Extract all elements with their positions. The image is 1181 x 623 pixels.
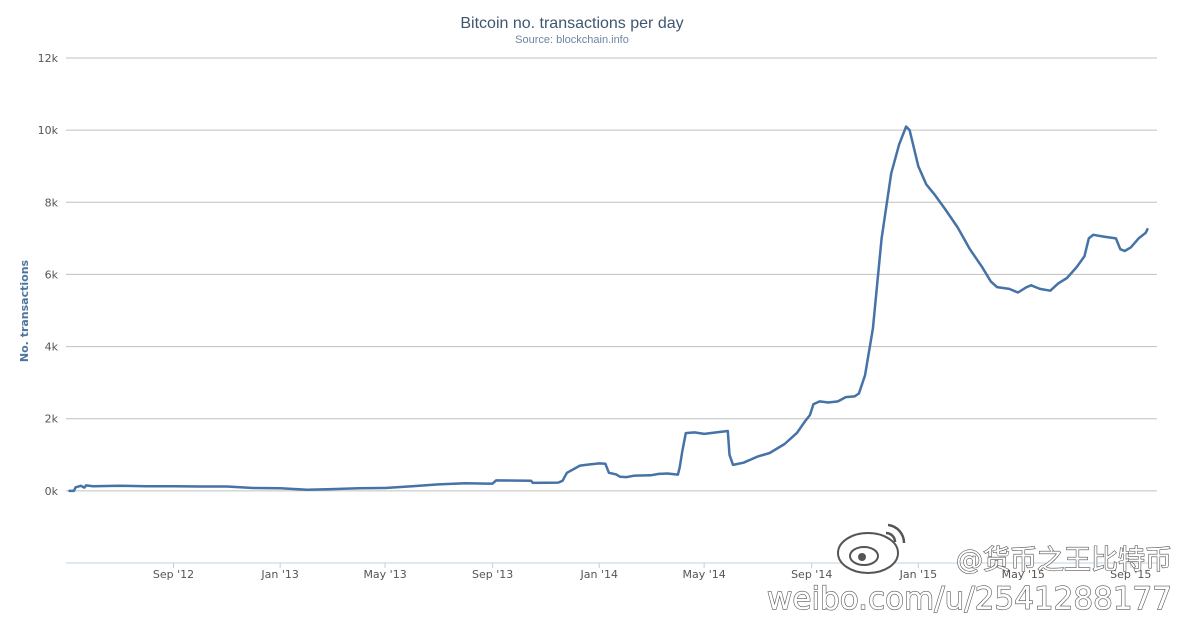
watermark: @货币之王比特币 weibo.com/u/2541288177 [766, 523, 1173, 618]
y-tick-label: 0k [45, 485, 59, 498]
x-tick-label: Sep '14 [791, 568, 832, 581]
y-axis-ticks: 0k 2k 4k 6k 8k 10k 12k [38, 52, 59, 498]
weibo-logo-icon [837, 523, 906, 574]
x-tick-label: Sep '12 [153, 568, 194, 581]
y-tick-label: 8k [45, 196, 59, 209]
y-tick-label: 6k [45, 268, 59, 281]
y-tick-label: 10k [38, 124, 59, 137]
x-tick-label: May '15 [1002, 568, 1045, 581]
x-tick-label: May '14 [683, 568, 726, 581]
x-tick-label: May '13 [363, 568, 406, 581]
y-tick-label: 2k [45, 413, 59, 426]
x-axis-ticks: Sep '12 Jan '13 May '13 Sep '13 Jan '14 May '… [153, 563, 1151, 581]
y-axis-title: No. transactions [18, 259, 31, 362]
x-tick-label: Jan '13 [260, 568, 298, 581]
series-line-transactions [68, 125, 1149, 493]
x-tick-label: Sep '13 [472, 568, 513, 581]
chart-subtitle: Source: blockchain.info [515, 34, 629, 46]
y-tick-label: 4k [45, 341, 59, 354]
y-tick-label: 12k [38, 52, 59, 65]
x-tick-label: Sep '15 [1110, 568, 1151, 581]
x-tick-label: Jan '15 [899, 568, 937, 581]
x-tick-label: Jan '14 [580, 568, 618, 581]
chart-title: Bitcoin no. transactions per day [460, 15, 683, 32]
gridlines [66, 57, 1157, 564]
watermark-url: weibo.com/u/2541288177 [767, 581, 1172, 617]
watermark-handle: @货币之王比特币 [956, 545, 1172, 576]
